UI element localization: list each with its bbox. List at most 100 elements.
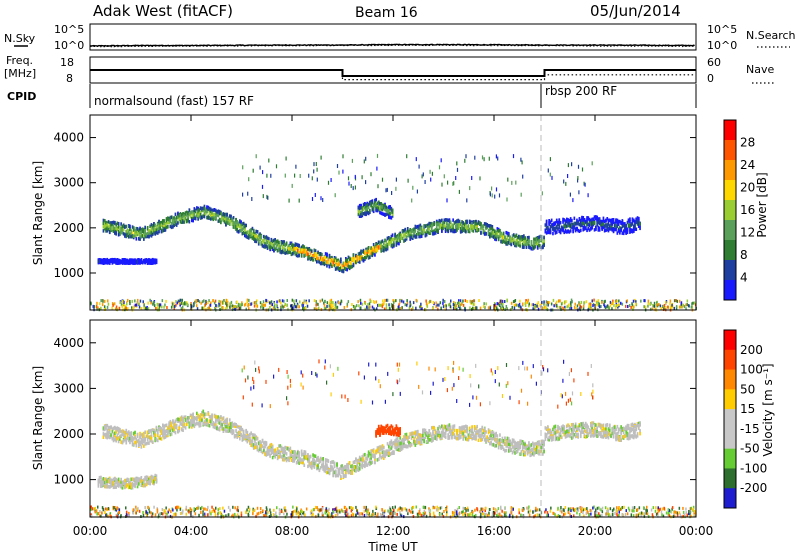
scatter-cell bbox=[139, 237, 141, 241]
scatter-cell bbox=[240, 220, 242, 224]
scatter-cell bbox=[428, 221, 431, 226]
scatter-cell bbox=[456, 219, 458, 224]
scatter-cell bbox=[198, 414, 201, 419]
scatter-cell bbox=[417, 226, 419, 231]
scatter-cell bbox=[285, 458, 288, 463]
scatter-cell bbox=[201, 411, 203, 415]
scatter-cell bbox=[226, 300, 229, 304]
scatter-cell bbox=[246, 430, 249, 435]
scatter-cell bbox=[212, 424, 215, 429]
scatter-cell bbox=[453, 229, 456, 234]
scatter-cell bbox=[134, 299, 136, 303]
scatter-cell bbox=[573, 305, 576, 309]
scatter-cell bbox=[246, 300, 248, 304]
scatter-cell bbox=[618, 303, 620, 307]
scatter-cell bbox=[129, 224, 131, 229]
scatter-cell bbox=[254, 445, 256, 450]
scatter-cell bbox=[549, 227, 552, 231]
scatter-cell bbox=[361, 455, 364, 459]
scatter-cell bbox=[319, 456, 322, 461]
scatter-cell bbox=[473, 299, 475, 303]
scatter-cell bbox=[634, 223, 636, 228]
scatter-cell bbox=[130, 235, 133, 239]
scatter-cell bbox=[222, 427, 225, 431]
scatter-cell bbox=[169, 215, 172, 220]
scatter-cell bbox=[203, 299, 205, 303]
scatter-cell bbox=[271, 247, 274, 251]
ytick-label: 2000 bbox=[53, 221, 84, 235]
scatter-cell bbox=[458, 219, 461, 224]
scatter-cell bbox=[372, 449, 375, 454]
scatter-cell bbox=[592, 223, 595, 227]
scatter-cell bbox=[226, 221, 228, 225]
scatter-cell bbox=[244, 434, 246, 438]
scatter-cell bbox=[244, 302, 247, 306]
scatter-cell bbox=[235, 434, 237, 438]
scatter-cell bbox=[155, 306, 157, 310]
scatter-cell bbox=[120, 222, 122, 226]
scatter-cell bbox=[365, 202, 367, 207]
scatter-cell bbox=[575, 307, 578, 311]
scatter-cell bbox=[218, 299, 220, 303]
scatter-cell bbox=[297, 305, 299, 309]
scatter-cell bbox=[605, 218, 607, 223]
scatter-cell bbox=[577, 228, 579, 233]
scatter-cell bbox=[361, 206, 364, 210]
scatter-cell bbox=[173, 429, 175, 433]
scatter-cell bbox=[487, 228, 490, 233]
scatter-cell bbox=[275, 450, 278, 455]
scatter-cell bbox=[351, 257, 353, 261]
scatter-cell bbox=[151, 224, 154, 228]
scatter-cell bbox=[103, 219, 106, 223]
scatter-cell bbox=[346, 262, 348, 267]
scatter-cell bbox=[615, 306, 617, 310]
scatter-cell bbox=[163, 305, 165, 309]
scatter-cell bbox=[135, 440, 138, 444]
scatter-cell bbox=[409, 228, 412, 232]
scatter-cell bbox=[182, 419, 184, 424]
scatter-cell bbox=[495, 154, 497, 159]
scatter-cell bbox=[316, 177, 318, 182]
scatter-cell bbox=[360, 457, 362, 461]
scatter-cell bbox=[451, 228, 453, 233]
scatter-cell bbox=[364, 251, 366, 255]
scatter-cell bbox=[377, 207, 380, 211]
scatter-cell bbox=[411, 234, 414, 238]
scatter-cell bbox=[279, 246, 282, 250]
scatter-cell bbox=[252, 446, 255, 450]
scatter-cell bbox=[370, 203, 372, 208]
scatter-cell bbox=[489, 227, 491, 231]
scatter-cell bbox=[444, 307, 447, 311]
scatter-cell bbox=[313, 454, 316, 458]
scatter-cell bbox=[384, 204, 386, 208]
scatter-cell bbox=[180, 302, 183, 305]
scatter-cell bbox=[293, 246, 295, 251]
scatter-cell bbox=[210, 301, 212, 305]
scatter-cell bbox=[656, 303, 658, 307]
scatter-cell bbox=[284, 450, 287, 454]
scatter-cell bbox=[536, 302, 539, 306]
scatter-cell bbox=[389, 237, 391, 241]
scatter-cell bbox=[281, 457, 284, 462]
scatter-cell bbox=[322, 261, 324, 266]
scatter-cell bbox=[386, 449, 389, 453]
scatter-cell bbox=[346, 468, 348, 473]
scatter-cell bbox=[545, 225, 548, 229]
scatter-cell bbox=[367, 205, 370, 209]
scatter-cell bbox=[138, 302, 140, 306]
scatter-cell bbox=[272, 306, 275, 310]
scatter-cell bbox=[512, 241, 515, 246]
scatter-cell bbox=[380, 247, 383, 252]
scatter-cell bbox=[607, 305, 610, 309]
scatter-cell bbox=[629, 230, 631, 234]
scatter-cell bbox=[178, 217, 181, 222]
scatter-cell bbox=[379, 245, 381, 249]
scatter-cell bbox=[476, 227, 478, 231]
scatter-cell bbox=[146, 234, 149, 239]
scatter-cell bbox=[278, 444, 280, 448]
scatter-cell bbox=[295, 251, 298, 256]
scatter-cell bbox=[366, 253, 369, 258]
scatter-cell bbox=[309, 257, 312, 261]
scatter-cell bbox=[108, 259, 111, 263]
scatter-cell bbox=[608, 224, 611, 228]
